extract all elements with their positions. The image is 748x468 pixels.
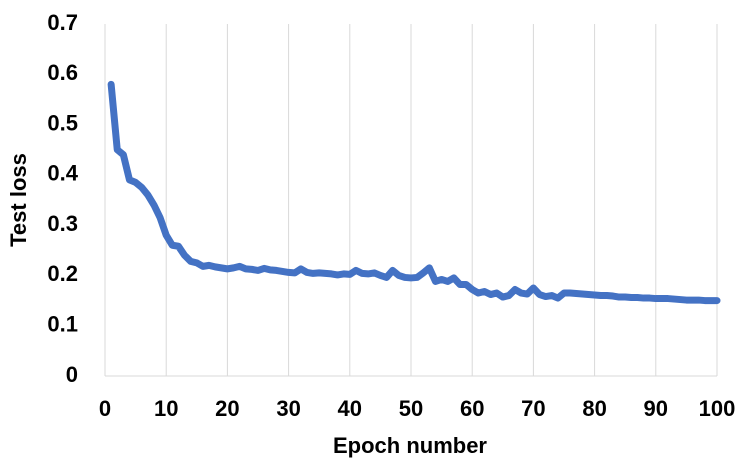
y-tick-label: 0.1 [47, 312, 78, 337]
x-tick-label: 100 [699, 396, 736, 421]
data-line [107, 80, 721, 305]
y-axis-title: Test loss [6, 153, 31, 247]
x-tick-label: 60 [460, 396, 484, 421]
y-tick-label: 0.6 [47, 60, 78, 85]
y-tick-label: 0.7 [47, 10, 78, 35]
x-tick-label: 10 [154, 396, 178, 421]
x-tick-label: 40 [338, 396, 362, 421]
x-tick-label: 20 [215, 396, 239, 421]
x-tick-label: 0 [99, 396, 111, 421]
y-tick-label: 0.3 [47, 211, 78, 236]
x-axis-title: Epoch number [333, 433, 487, 458]
x-tick-label: 80 [582, 396, 606, 421]
y-tick-label: 0.4 [47, 161, 78, 186]
x-tick-label: 50 [399, 396, 423, 421]
x-tick-label: 90 [644, 396, 668, 421]
x-tick-label: 30 [276, 396, 300, 421]
y-tick-label: 0.2 [47, 261, 78, 286]
x-tick-label: 70 [521, 396, 545, 421]
y-tick-label: 0.5 [47, 110, 78, 135]
y-tick-label: 0 [66, 362, 78, 387]
